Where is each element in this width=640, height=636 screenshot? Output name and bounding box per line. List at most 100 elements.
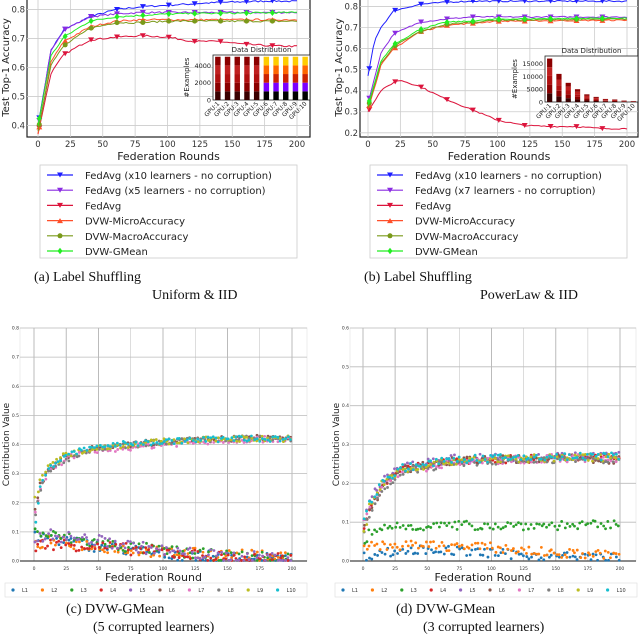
x-tick-label: 100 [159, 140, 175, 150]
scatter-point [373, 502, 377, 506]
scatter-point [105, 545, 109, 548]
scatter-point [92, 538, 96, 541]
legend-label: L7 [198, 588, 204, 594]
scatter-point [176, 558, 180, 562]
scatter-point [517, 460, 521, 464]
scatter-point [391, 553, 395, 557]
scatter-point [443, 521, 446, 525]
scatter-point [509, 522, 513, 525]
scatter-point [421, 463, 425, 466]
caption-c: (c) DVW-GMean [66, 602, 165, 617]
scatter-point [54, 461, 57, 465]
scatter-point [527, 557, 531, 561]
scatter-point [557, 455, 561, 458]
scatter-point [252, 550, 256, 553]
y-tick-label: 0.2 [12, 500, 19, 506]
legend-label: L8 [228, 588, 234, 594]
scatter-point [581, 453, 585, 457]
legend-label: FedAvg (x7 learners - no corruption) [415, 186, 596, 197]
scatter-point [136, 444, 140, 448]
scatter-point [560, 520, 564, 523]
scatter-point [460, 523, 464, 526]
scatter-point [99, 443, 102, 447]
scatter-point [383, 474, 386, 478]
inset-bar-segment [292, 74, 299, 83]
scatter-point [149, 438, 153, 442]
chart-d: 0 25 50 75 100 125 150 175 200 0.0 0.1 0.2 0.3 0.4 0.5… [332, 326, 638, 598]
legend-label: L6 [499, 588, 505, 594]
scatter-point [474, 541, 477, 545]
x-tick-label: 150 [554, 140, 570, 150]
scatter-point [245, 435, 249, 439]
scatter-point [177, 556, 181, 559]
inset-bar-segment [253, 91, 260, 100]
scatter-point [525, 552, 528, 555]
scatter-point [257, 553, 261, 557]
scatter-point [465, 461, 469, 465]
scatter-point [160, 548, 164, 552]
scatter-point [96, 538, 100, 542]
scatter-point [539, 457, 543, 461]
scatter-point [527, 545, 531, 549]
scatter-point [395, 545, 399, 549]
legend-label: L10 [617, 588, 626, 594]
scatter-point [103, 447, 107, 451]
scatter-point [167, 556, 171, 560]
scatter-point [240, 559, 243, 562]
marker [191, 38, 198, 44]
scatter-point [478, 553, 482, 557]
scatter-point [563, 553, 567, 557]
scatter-point [606, 460, 610, 464]
scatter-point [232, 553, 236, 557]
scatter-point [386, 526, 390, 530]
scatter-point [575, 548, 579, 552]
scatter-point [118, 443, 122, 447]
scatter-point [519, 552, 523, 556]
scatter-point [604, 527, 607, 531]
x-tick-label: 0 [33, 566, 36, 572]
scatter-point [41, 539, 45, 543]
scatter-point [196, 440, 200, 444]
scatter-point [190, 550, 194, 554]
scatter-point [614, 522, 618, 526]
marker [62, 42, 68, 48]
scatter-point [438, 466, 441, 470]
scatter-point [70, 450, 74, 454]
scatter-point [124, 446, 127, 450]
scatter-point [602, 524, 606, 528]
scatter-point [132, 547, 135, 550]
scatter-point [212, 559, 216, 562]
marker [366, 66, 373, 72]
scatter-point [553, 456, 557, 460]
scatter-point [126, 442, 130, 446]
scatter-point [462, 464, 466, 467]
scatter-point [583, 552, 587, 556]
scatter-point [560, 451, 564, 455]
scatter-point [612, 551, 616, 555]
scatter-point [370, 557, 374, 561]
inset-bar-segment [565, 90, 571, 95]
scatter-point [211, 435, 215, 439]
scatter-point [401, 524, 405, 527]
scatter-point [401, 463, 404, 466]
scatter-point [565, 460, 569, 464]
scatter-point [129, 553, 133, 557]
marker [387, 172, 393, 178]
scatter-point [56, 534, 60, 538]
scatter-point [219, 558, 223, 562]
inset-bar-segment [273, 91, 279, 100]
scatter-point [452, 553, 456, 557]
scatter-point [220, 553, 223, 557]
scatter-point [486, 555, 490, 559]
inset-bar-segment [244, 91, 250, 100]
scatter-point [583, 453, 587, 456]
scatter-point [126, 539, 130, 543]
scatter-point [529, 523, 533, 526]
marker [57, 218, 63, 224]
scatter-point [462, 520, 466, 524]
legend-box [39, 164, 298, 259]
scatter-point [489, 454, 493, 457]
inset-bar-segment [547, 67, 553, 76]
scatter-point [250, 559, 254, 562]
marker [469, 14, 476, 20]
